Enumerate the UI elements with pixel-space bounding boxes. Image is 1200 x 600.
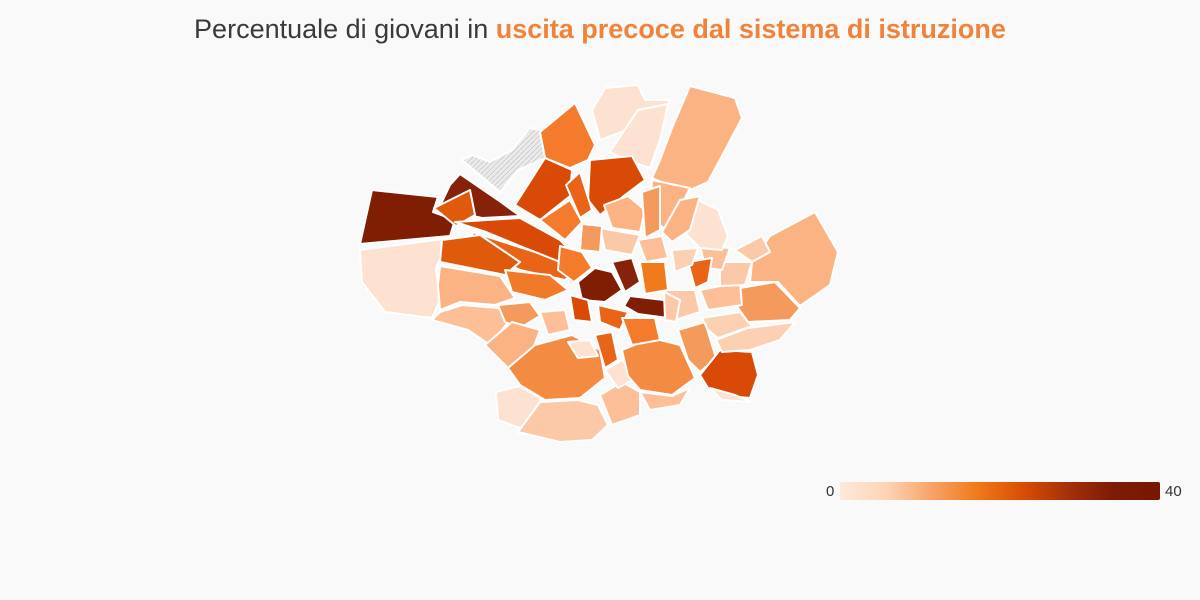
district-n1[interactable] bbox=[539, 102, 596, 169]
district-s9[interactable] bbox=[639, 387, 691, 411]
district-band3[interactable] bbox=[439, 234, 521, 276]
district-c7[interactable] bbox=[597, 304, 629, 331]
district-e2[interactable] bbox=[749, 211, 839, 307]
district-e5[interactable] bbox=[734, 235, 771, 263]
district-no-data bbox=[461, 127, 549, 193]
district-band4[interactable] bbox=[504, 269, 569, 301]
district-e8[interactable] bbox=[671, 247, 699, 273]
district-c5[interactable] bbox=[639, 261, 669, 295]
district-c9[interactable] bbox=[663, 291, 681, 323]
district-sw3[interactable] bbox=[497, 301, 541, 329]
district-sw5[interactable] bbox=[539, 309, 571, 336]
legend-max-label: 40 bbox=[1165, 483, 1182, 500]
district-sw4[interactable] bbox=[484, 321, 541, 369]
map-title: Percentuale di giovani in uscita precoce… bbox=[0, 14, 1200, 45]
district-s5[interactable] bbox=[567, 339, 599, 359]
district-w1[interactable] bbox=[359, 189, 456, 245]
district-s6[interactable] bbox=[594, 331, 619, 369]
district-n8[interactable] bbox=[599, 227, 641, 256]
legend-min-label: 0 bbox=[826, 483, 835, 500]
district-w2[interactable] bbox=[359, 237, 451, 319]
district-sw1[interactable] bbox=[437, 265, 516, 311]
legend-color-ramp bbox=[840, 482, 1160, 500]
district-c6[interactable] bbox=[569, 294, 593, 323]
district-ne5[interactable] bbox=[661, 195, 701, 243]
district-n10[interactable] bbox=[637, 235, 669, 263]
district-e4[interactable] bbox=[719, 261, 753, 287]
district-se2[interactable] bbox=[709, 387, 753, 403]
color-legend: 0 40 bbox=[822, 480, 1182, 504]
title-highlight: uscita precoce dal sistema di istruzione bbox=[495, 14, 1006, 44]
district-s3[interactable] bbox=[517, 399, 609, 443]
title-prefix: Percentuale di giovani in bbox=[194, 14, 496, 44]
district-se4[interactable] bbox=[701, 311, 753, 339]
district-nw2[interactable] bbox=[433, 189, 476, 227]
district-c4[interactable] bbox=[623, 295, 669, 319]
district-c1[interactable] bbox=[557, 245, 593, 283]
district-c8[interactable] bbox=[621, 317, 661, 346]
district-n6[interactable] bbox=[603, 195, 646, 233]
district-s4[interactable] bbox=[599, 381, 641, 426]
district-n5[interactable] bbox=[539, 199, 583, 241]
district-n9[interactable] bbox=[579, 223, 603, 253]
district-c3[interactable] bbox=[611, 257, 641, 293]
district-e7[interactable] bbox=[687, 257, 713, 289]
district-ne3[interactable] bbox=[609, 103, 669, 169]
district-n4[interactable] bbox=[565, 171, 593, 219]
district-n7[interactable] bbox=[641, 185, 661, 239]
